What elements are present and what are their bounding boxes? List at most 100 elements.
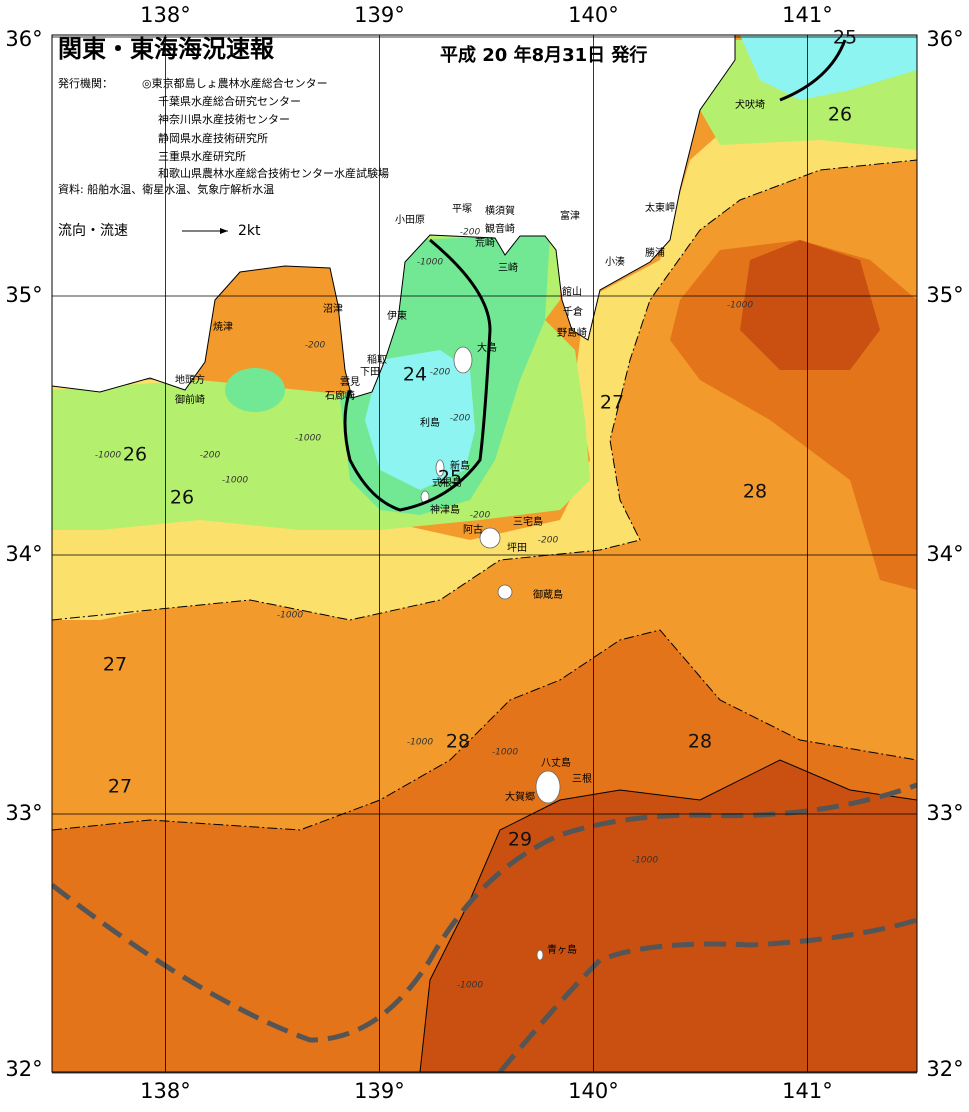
latitude-label: 36° [5,27,42,51]
kuroshio-axis [52,782,917,1043]
publisher-label: 発行機関： [58,76,113,90]
place-name: 館山 [562,285,582,298]
depth-label: -200 [430,368,451,378]
place-name: 伊東 [387,309,407,322]
isotherm-label: 26 [170,487,194,509]
isotherm-line [52,629,917,831]
depth-label: -1000 [95,451,121,461]
publisher: ◎東京都島しょ農林水産総合センター [142,76,328,90]
place-name: 阿古 [463,523,483,536]
publishers: ◎東京都島しょ農林水産総合センター千葉県水産総合研究センター神奈川県水産技術セン… [142,76,389,180]
depth-label: -1000 [632,856,658,866]
depth-label: -200 [200,451,221,461]
longitude-label: 140° [568,3,619,27]
latitude-label: 34° [5,542,42,566]
latitude-label: 35° [5,283,42,307]
depth-label: -1000 [295,434,321,444]
contours [52,39,917,1072]
latitude-label: 32° [926,1057,963,1081]
publisher: 静岡県水産技術研究所 [158,131,268,145]
isotherm-label: 25 [833,27,857,49]
isotherm-label: 24 [403,364,427,386]
latitude-label: 34° [926,542,963,566]
place-name: 富津 [560,209,580,222]
place-name: 野島崎 [557,326,587,339]
place-name: 太東岬 [645,201,675,214]
latitude-label: 36° [926,27,963,51]
island [435,459,445,477]
depth-label: -1000 [457,981,483,991]
place-name: 荒崎 [475,236,495,249]
place-name: 坪田 [507,541,527,554]
isotherm-label: 29 [508,829,532,851]
labels: 138° 138° 139° 139° 140° 140° 141° 141° 36° 36° 35… [5,3,963,1103]
longitude-label: 141° [782,1079,833,1103]
place-name: 三崎 [498,261,518,274]
place-name: 三根 [572,772,592,785]
place-name: 式根島 [432,476,462,489]
place-name: 観音崎 [485,222,515,235]
depth-label: -200 [538,536,559,546]
longitude-label: 138° [140,1079,191,1103]
current-legend-label: 流向・流速 [58,223,128,239]
place-name: 三宅島 [513,515,543,528]
island [536,949,544,961]
island [535,770,561,804]
depth-label: -200 [470,511,491,521]
place-name: 焼津 [213,321,233,333]
graticule [52,35,917,1074]
sea-29 [420,240,917,1072]
publisher: 三重県水産研究所 [158,149,246,163]
isotherm-label: 27 [600,392,624,414]
place-name: 神津島 [430,503,460,516]
islands [420,346,561,961]
map-frame [51,34,918,1073]
island [497,584,513,600]
place-name: 小湊 [605,255,625,268]
longitude-label: 138° [140,3,191,27]
depth-label: -1000 [222,476,248,486]
longitude-label: 140° [568,1079,619,1103]
issue-date: 平成 20 年8月31日 発行 [440,44,647,66]
place-name: 平塚 [452,203,472,215]
latitude-label: 33° [5,801,42,825]
place-name: 大賀郷 [505,790,535,803]
depth-label: -200 [305,341,326,351]
depth-label: -200 [460,228,481,238]
place-name: 勝浦 [645,246,665,259]
isotherm-line [419,759,917,1072]
place-name: 利島 [420,416,440,429]
latitude-label: 33° [926,801,963,825]
place-name: 千倉 [563,305,583,318]
depth-label: -1000 [407,738,433,748]
place-name: 下田 [360,367,380,378]
place-name: 青ヶ島 [547,943,577,956]
current-legend-scale: 2kt [238,223,261,239]
isotherm-label: 25 [438,467,462,489]
isotherm-label: 27 [108,776,132,798]
place-name: 八丈島 [541,756,571,769]
sea-23 [365,35,917,490]
isotherm-label: 28 [743,481,767,503]
current-arrowhead [220,228,228,234]
depth-label: -1000 [492,748,518,758]
publisher: 千葉県水産総合研究センター [158,94,301,108]
place-name: 地頭方 [175,373,205,386]
latitude-label: 35° [926,283,963,307]
place-name: 小田原 [395,214,425,226]
land [52,35,736,399]
sources: 資料: 船舶水温、衛星水温、気象庁解析水温 [58,182,274,196]
isotherm-label: 27 [103,654,127,676]
place-name: 御蔵島 [533,588,563,601]
place-name: 横須賀 [485,204,515,217]
place-name: 稲取 [367,354,387,366]
place-name: 大島 [477,341,497,354]
island [453,346,473,374]
latitude-label: 32° [5,1057,42,1081]
longitude-label: 139° [354,1079,405,1103]
place-name: 御前崎 [175,393,205,406]
isotherm-label: 28 [446,731,470,753]
place-name: 石廊崎 [325,389,355,402]
place-name: 犬吠埼 [735,98,765,111]
